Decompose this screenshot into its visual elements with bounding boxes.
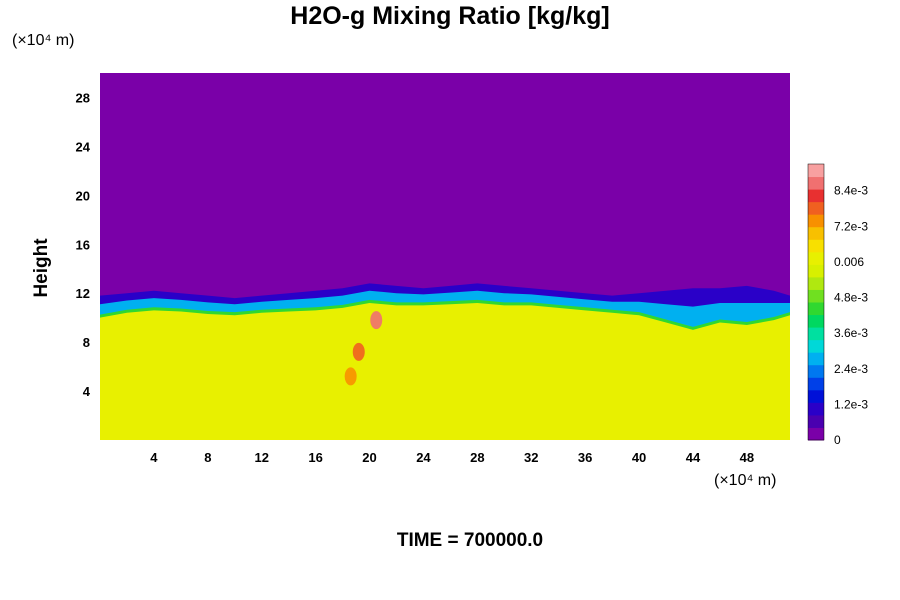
x-unit-label: (×10⁴ m) — [714, 472, 777, 489]
y-tick-label: 28 — [76, 90, 90, 105]
colorbar-frame — [807, 163, 825, 441]
x-ticks: 4 8 12 16 20 24 28 32 36 40 44 48 — [150, 450, 754, 465]
chart-title: H2O-g Mixing Ratio [kg/kg] — [290, 2, 610, 30]
colorbar-swatch — [808, 389, 824, 403]
colorbar-swatch — [808, 377, 824, 391]
y-ticks: 4 8 12 16 20 24 28 — [76, 90, 91, 399]
y-tick-label: 12 — [76, 286, 90, 301]
colorbar-swatch — [808, 302, 824, 316]
x-tick-label: 12 — [254, 450, 268, 465]
colorbar-swatch — [808, 402, 824, 416]
plot-area — [100, 73, 790, 440]
colorbar-tick-label: 2.4e-3 — [834, 362, 868, 376]
hotspot-1 — [352, 342, 365, 361]
colorbar-swatch — [808, 201, 824, 215]
colorbar-swatch — [808, 164, 824, 178]
colorbar-swatch — [808, 251, 824, 265]
x-tick-label: 20 — [362, 450, 376, 465]
colorbar-tick-label: 4.8e-3 — [834, 291, 868, 305]
x-tick-label: 36 — [578, 450, 592, 465]
colorbar-swatch — [808, 364, 824, 378]
x-tick-label: 44 — [686, 450, 701, 465]
colorbar-tick-label: 0.006 — [834, 255, 864, 269]
x-tick-label: 40 — [632, 450, 646, 465]
x-tick-label: 32 — [524, 450, 538, 465]
x-tick-label: 48 — [740, 450, 754, 465]
colorbar-swatch — [808, 239, 824, 253]
hotspot-0 — [370, 311, 383, 330]
colorbar-tick-label: 7.2e-3 — [834, 219, 868, 233]
colorbar-tick-label: 3.6e-3 — [834, 326, 868, 340]
moist-layer — [100, 302, 790, 440]
colorbar-swatch — [808, 214, 824, 228]
y-tick-label: 24 — [76, 139, 91, 154]
y-tick-label: 4 — [83, 384, 91, 399]
x-tick-label: 28 — [470, 450, 484, 465]
colorbar-tick-label: 0 — [834, 433, 841, 447]
colorbar-swatch — [808, 176, 824, 190]
colorbar-swatch — [808, 289, 824, 303]
colorbar-swatch — [808, 264, 824, 278]
colorbar-tick-label: 8.4e-3 — [834, 184, 868, 198]
time-footer: TIME = 700000.0 — [396, 530, 544, 551]
colorbar-tick-label: 1.2e-3 — [834, 397, 868, 411]
y-tick-label: 8 — [83, 335, 90, 350]
colorbar-swatch — [808, 339, 824, 353]
colorbar-swatch — [808, 352, 824, 366]
colorbar-swatch — [808, 276, 824, 290]
hotspot-2 — [344, 367, 357, 386]
x-tick-label: 16 — [308, 450, 322, 465]
y-tick-label: 20 — [76, 188, 90, 203]
colorbar-swatch — [808, 226, 824, 240]
x-tick-label: 24 — [416, 450, 431, 465]
colorbar-swatch — [808, 327, 824, 341]
x-tick-label: 4 — [150, 450, 158, 465]
y-unit-label: (×10⁴ m) — [12, 32, 75, 49]
colorbar-swatch — [808, 189, 824, 203]
colorbar: 0 1.2e-3 2.4e-3 3.6e-3 4.8e-3 0.006 7.2e-3 8.4e… — [807, 163, 868, 447]
colorbar-swatch — [808, 427, 824, 441]
colorbar-swatch — [808, 414, 824, 428]
y-tick-label: 16 — [76, 237, 90, 252]
colorbar-swatch — [808, 314, 824, 328]
x-tick-label: 8 — [204, 450, 211, 465]
